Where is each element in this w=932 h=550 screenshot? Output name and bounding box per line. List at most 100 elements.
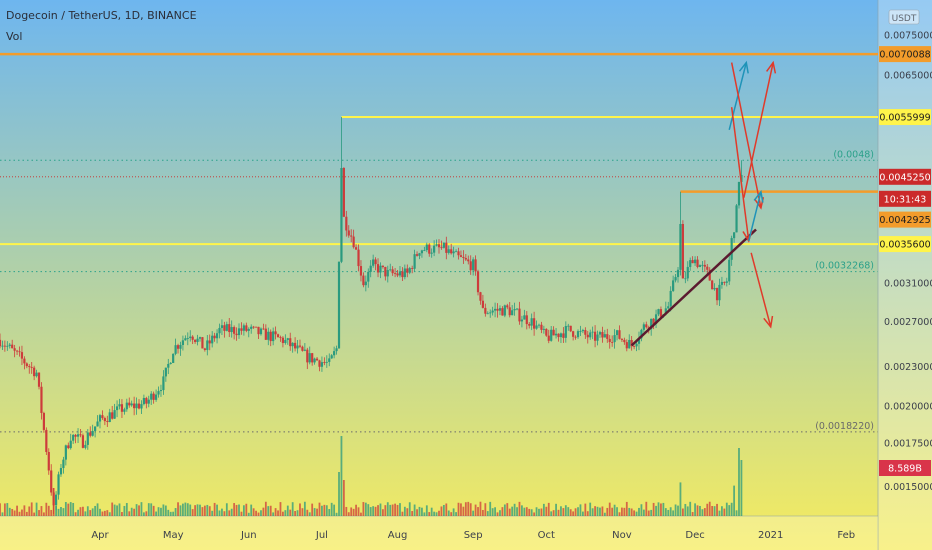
price-tick-label: 0.0031000 [884,278,932,289]
candle-body [403,268,406,278]
volume-bar [155,511,157,516]
candle-body [230,327,233,333]
candle-body [625,342,628,349]
time-scale-panel [0,516,878,550]
candle-body [506,305,509,308]
candle-body [520,319,524,322]
candle-body [650,318,653,330]
volume-bar [277,510,279,516]
candle-body [615,330,619,336]
candle-body [3,345,6,347]
candle-body [140,404,143,409]
candle-body [106,421,109,423]
volume-bar [269,505,272,516]
candle-body [689,260,692,267]
time-tick-label: May [163,530,184,541]
candle-body [296,345,299,349]
candle-body [367,271,370,282]
candle-body [350,235,353,237]
volume-bar [230,508,233,516]
candle-body [137,403,141,409]
volume-bar [406,508,409,516]
volume-bar [279,502,282,516]
countdown-badge-bg [879,190,931,207]
volume-bar [18,511,21,516]
volume-bar [621,507,623,516]
candle-body [623,339,626,343]
level-badge-yellow-label: 0.0055999 [879,113,930,124]
volume-bar [147,503,150,516]
candle-body [15,350,19,352]
volume-bar [6,503,9,516]
candle-body [172,353,175,363]
candle-body [476,271,480,293]
candle-body [196,338,199,342]
candle-body [23,358,26,364]
volume-indicator-label[interactable]: Vol [6,30,23,43]
candle-body [552,329,555,336]
volume-bar [699,505,701,516]
volume-bar [523,507,526,516]
trend-line [630,228,757,347]
candle-body [715,287,719,301]
currency-badge-label: USDT [892,14,917,24]
volume-bar [16,505,18,516]
volume-bar [369,507,372,516]
candle-body [440,247,443,249]
volume-bar [355,504,357,516]
candle-body [54,494,58,506]
volume-bar [150,503,153,516]
volume-bar [574,508,577,516]
candle-body [362,275,365,286]
symbol-title[interactable]: Dogecoin / TetherUS, 1D, BINANCE [6,9,197,22]
candle-body [550,329,553,341]
candle-body [545,328,548,336]
candle-body [562,333,565,338]
volume-bar [272,512,275,516]
time-tick-label: Feb [837,530,855,541]
candle-body [352,236,355,248]
projection-arrow-line [730,107,750,242]
projection-arrow-line [743,62,774,198]
volume-bar [106,510,109,516]
volume-bar [321,505,323,516]
candle-body [267,331,270,340]
candle-body [579,331,582,332]
dotted-level-label: (0.0048) [833,149,874,160]
candle-body [567,325,570,327]
volume-bar [708,501,711,516]
volume-bar [113,504,116,516]
candle-body [642,324,645,330]
volume-bar [679,482,682,516]
candle-body [652,318,655,324]
volume-bar [433,511,436,516]
volume-bar [342,480,345,516]
volume-bar [633,510,636,516]
candle-body [150,393,153,400]
volume-bar [194,505,197,516]
candle-body [276,334,280,338]
candle-body [191,336,194,340]
volume-bar [601,506,604,516]
candle-body [433,245,436,253]
volume-bar [296,510,299,516]
candle-body [96,421,99,427]
candle-body [633,346,636,347]
volume-bar [713,506,716,516]
volume-bar [1,512,4,516]
candle-body [564,326,567,338]
volume-bar [235,504,238,516]
volume-bar [260,510,262,516]
dotted-level-label: (0.0032268) [815,261,874,272]
volume-bar [267,506,270,516]
volume-bar [389,504,392,516]
volume-bar [469,503,472,516]
volume-bar [184,502,187,516]
candle-body [635,343,638,347]
volume-bar [664,508,667,516]
candle-body [386,270,389,277]
candle-body [113,410,116,419]
volume-bar [367,504,370,516]
candle-body [228,324,231,333]
